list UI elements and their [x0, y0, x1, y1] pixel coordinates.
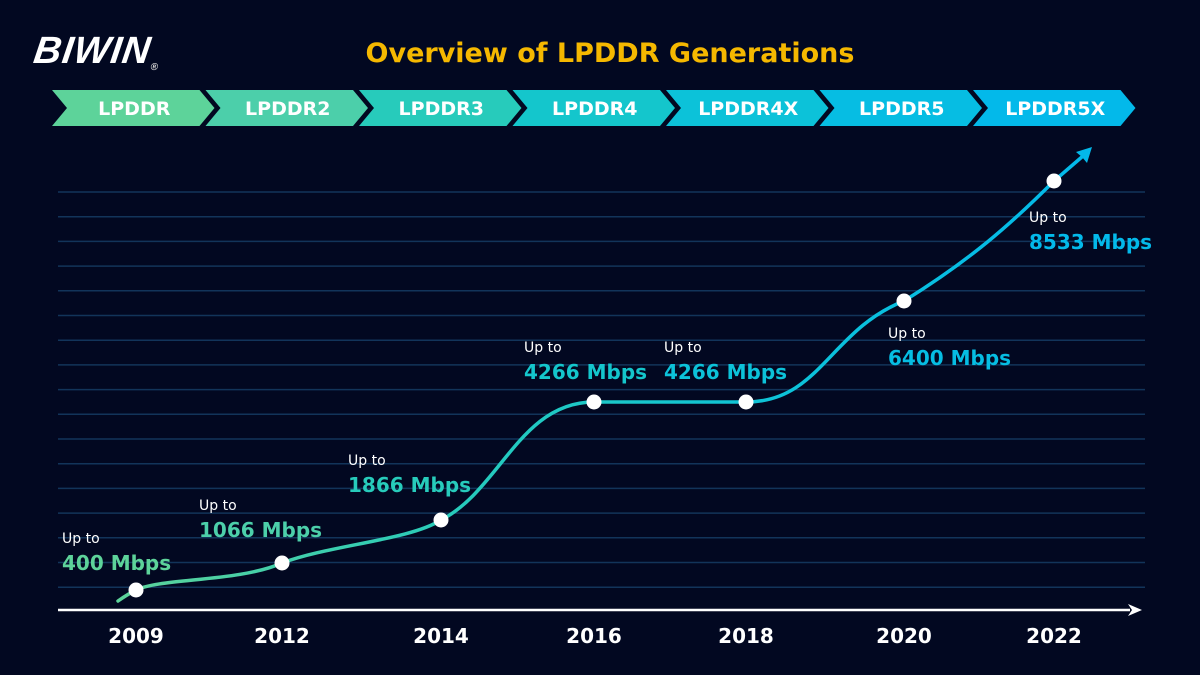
generation-label: LPDDR4X: [698, 98, 798, 120]
x-tick-label: 2012: [254, 624, 310, 648]
data-label-value: 8533 Mbps: [1029, 230, 1152, 254]
chevron-shape: [52, 90, 215, 126]
generation-chevron: LPDDR3: [359, 90, 522, 126]
data-label: Up to 1866 Mbps: [348, 453, 471, 497]
data-label-prefix: Up to: [664, 340, 702, 356]
data-point: [274, 555, 290, 571]
grid-lines: [58, 191, 1145, 588]
data-label-prefix: Up to: [348, 453, 386, 469]
data-point: [128, 582, 144, 598]
generation-label: LPDDR3: [399, 98, 484, 120]
data-points: [128, 173, 1062, 598]
data-point: [586, 394, 602, 410]
generation-label: LPDDR5: [859, 98, 944, 120]
data-label: Up to 4266 Mbps: [524, 340, 647, 384]
x-tick-label: 2014: [413, 624, 469, 648]
chevron-shape: [359, 90, 522, 126]
data-label-value: 4266 Mbps: [524, 360, 647, 384]
chevron-shape: [512, 90, 675, 126]
data-point: [433, 512, 449, 528]
generation-label: LPDDR: [98, 98, 171, 120]
data-label: Up to 6400 Mbps: [888, 326, 1011, 370]
x-tick-label: 2020: [876, 624, 932, 648]
data-point: [896, 293, 912, 309]
x-tick-label: 2018: [718, 624, 774, 648]
generation-chevron: LPDDR4X: [666, 90, 829, 126]
data-label-prefix: Up to: [1029, 210, 1067, 226]
data-labels: Up to 400 Mbps Up to 1066 Mbps Up to 1866 Mbp…: [62, 210, 1152, 575]
x-axis-arrow-icon: [1128, 604, 1142, 616]
generation-label: LPDDR4: [552, 98, 637, 120]
data-label-value: 1866 Mbps: [348, 473, 471, 497]
data-label: Up to 8533 Mbps: [1029, 210, 1152, 254]
generation-chevron: LPDDR5: [819, 90, 982, 126]
data-label-prefix: Up to: [62, 531, 100, 547]
generation-chevron: LPDDR2: [205, 90, 368, 126]
data-label-prefix: Up to: [199, 498, 237, 514]
chevron-shape: [973, 90, 1136, 126]
generation-chevron: LPDDR5X: [973, 90, 1136, 126]
data-label-value: 400 Mbps: [62, 551, 171, 575]
x-tick-label: 2022: [1026, 624, 1082, 648]
data-label: Up to 4266 Mbps: [664, 340, 787, 384]
generation-chevron: LPDDR4: [512, 90, 675, 126]
chart-title: Overview of LPDDR Generations: [365, 38, 855, 69]
data-label: Up to 1066 Mbps: [199, 498, 322, 542]
chevron-shape: [819, 90, 982, 126]
x-tick-label: 2009: [108, 624, 164, 648]
data-point: [1046, 173, 1062, 189]
generation-label: LPDDR5X: [1005, 98, 1105, 120]
data-label-value: 6400 Mbps: [888, 346, 1011, 370]
chevron-shape: [666, 90, 829, 126]
x-tick-label: 2016: [566, 624, 622, 648]
chevron-shape: [205, 90, 368, 126]
data-label-value: 1066 Mbps: [199, 518, 322, 542]
generation-label: LPDDR2: [245, 98, 330, 120]
data-point: [738, 394, 754, 410]
data-label-prefix: Up to: [888, 326, 926, 342]
generation-chevron: LPDDR: [52, 90, 215, 126]
generation-arrow-bar: LPDDR LPDDR2 LPDDR3 LPDDR4 LPDDR4X LPDDR5 LPDD…: [52, 90, 1136, 126]
data-label: Up to 400 Mbps: [62, 531, 171, 575]
data-label-value: 4266 Mbps: [664, 360, 787, 384]
x-axis: 2009 2012 2014 2016 2018 2020 2022: [58, 604, 1142, 648]
trend-arrow-icon: [1076, 147, 1092, 163]
data-label-prefix: Up to: [524, 340, 562, 356]
